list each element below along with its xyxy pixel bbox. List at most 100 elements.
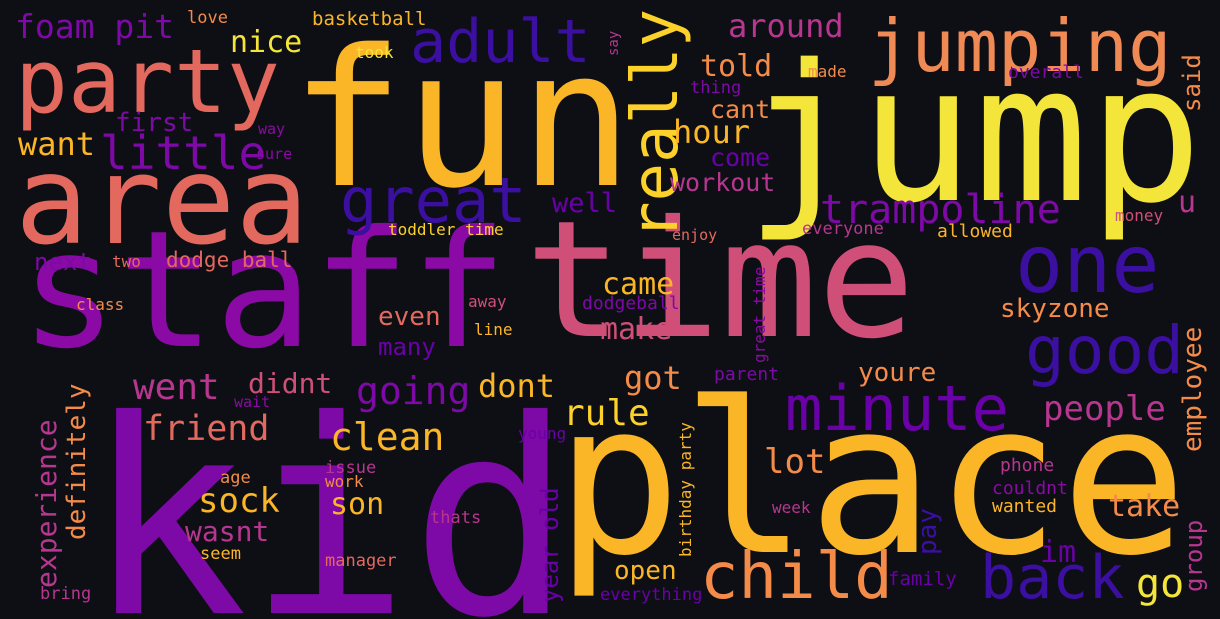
word-line: line (474, 320, 513, 339)
word-overall: overall (1008, 62, 1084, 83)
word-want: want (18, 125, 96, 163)
word-rule: rule (563, 393, 650, 434)
word-phone: phone (1000, 455, 1055, 476)
word-allowed: allowed (937, 221, 1013, 242)
word-great: great (340, 164, 527, 237)
word-going: going (356, 369, 471, 413)
word-birthday-party: birthday party (676, 422, 695, 557)
word-clean: clean (330, 415, 445, 459)
word-age: age (220, 468, 251, 488)
word-young: young (518, 424, 567, 443)
word-u: u (1178, 185, 1197, 220)
word-party: party (15, 30, 280, 133)
word-trampoline: trampoline (820, 187, 1061, 233)
word-wanted: wanted (992, 496, 1058, 517)
word-thing: thing (690, 78, 742, 98)
word-sock: sock (198, 481, 280, 521)
word-little: little (100, 126, 267, 180)
word-kid: kid (85, 362, 573, 619)
word-definitely: definitely (62, 383, 92, 540)
word-issue: issue (325, 458, 377, 478)
word-pay: pay (913, 508, 943, 555)
word-great-time: great time (750, 266, 769, 363)
word-went: went (133, 367, 220, 408)
word-thats: thats (430, 508, 482, 528)
word-one: one (1015, 218, 1160, 311)
word-next: next (34, 248, 92, 276)
word-made: made (808, 62, 847, 81)
word-bring: bring (40, 584, 92, 604)
word-many: many (378, 333, 436, 361)
word-took: took (355, 43, 394, 62)
word-toddler-time: toddler time (388, 220, 504, 239)
word-enjoy: enjoy (672, 226, 718, 244)
word-away: away (468, 292, 507, 311)
word-first: first (115, 108, 194, 138)
word-came: came (602, 267, 675, 302)
word-im: im (1040, 535, 1077, 570)
word-experience: experience (30, 419, 63, 588)
word-family: family (888, 568, 957, 590)
word-wait: wait (234, 393, 271, 411)
word-seem: seem (200, 544, 241, 564)
word-time: time (525, 187, 916, 375)
word-year-old: year old (536, 487, 564, 603)
word-good: good (1025, 312, 1184, 389)
word-everything: everything (600, 585, 703, 605)
word-basketball: basketball (312, 8, 427, 30)
word-friend: friend (143, 409, 270, 449)
word-jumping: jumping (868, 4, 1172, 88)
word-way: way (258, 120, 286, 138)
word-son: son (330, 487, 385, 522)
word-two: two (112, 252, 141, 271)
word-adult: adult (410, 7, 591, 77)
word-well: well (552, 188, 618, 219)
word-jump: jump (745, 24, 1203, 245)
word-got: got (624, 359, 682, 397)
word-love: love (187, 8, 228, 28)
word-place: place (555, 357, 1188, 602)
word-staff: staff (20, 197, 508, 385)
word-take: take (1108, 489, 1181, 524)
word-back: back (980, 543, 1125, 613)
word-open: open (614, 556, 677, 586)
word-make: make (600, 312, 673, 347)
word-parent: parent (714, 364, 780, 385)
word-everyone: everyone (802, 219, 884, 239)
word-nice: nice (230, 25, 303, 60)
word-around: around (728, 7, 844, 45)
word-work: work (325, 472, 364, 491)
word-lot: lot (764, 442, 826, 482)
word-didnt: didnt (248, 367, 333, 400)
word-sure: sure (256, 145, 293, 163)
word-group: group (1180, 519, 1208, 592)
word-couldnt: couldnt (992, 478, 1068, 499)
word-skyzone: skyzone (1000, 294, 1110, 324)
word-wasnt: wasnt (185, 515, 270, 548)
word-workout: workout (670, 168, 776, 197)
word-told: told (700, 49, 773, 84)
word-dodgeball: dodgeball (582, 293, 680, 314)
word-said: said (1178, 54, 1206, 112)
word-child: child (700, 540, 893, 614)
word-people: people (1043, 389, 1166, 429)
word-go: go (1136, 561, 1185, 607)
word-dont: dont (478, 367, 556, 405)
word-hour: hour (673, 113, 751, 151)
word-week: week (772, 498, 811, 517)
word-manager: manager (325, 551, 397, 571)
word-class: class (76, 295, 125, 314)
word-area: area (15, 130, 309, 272)
word-employee: employee (1178, 326, 1208, 452)
word-come: come (710, 143, 771, 172)
word-cant: cant (710, 95, 771, 124)
word-even: even (378, 302, 441, 332)
word-foam-pit: foam pit (15, 7, 174, 46)
word-money: money (1115, 206, 1164, 225)
word-dodge-ball: dodge ball (166, 248, 293, 272)
word-youre: youre (858, 358, 937, 388)
word-fun: fun (290, 9, 634, 230)
word-minute: minute (785, 372, 1009, 445)
word-say: say (606, 30, 622, 56)
